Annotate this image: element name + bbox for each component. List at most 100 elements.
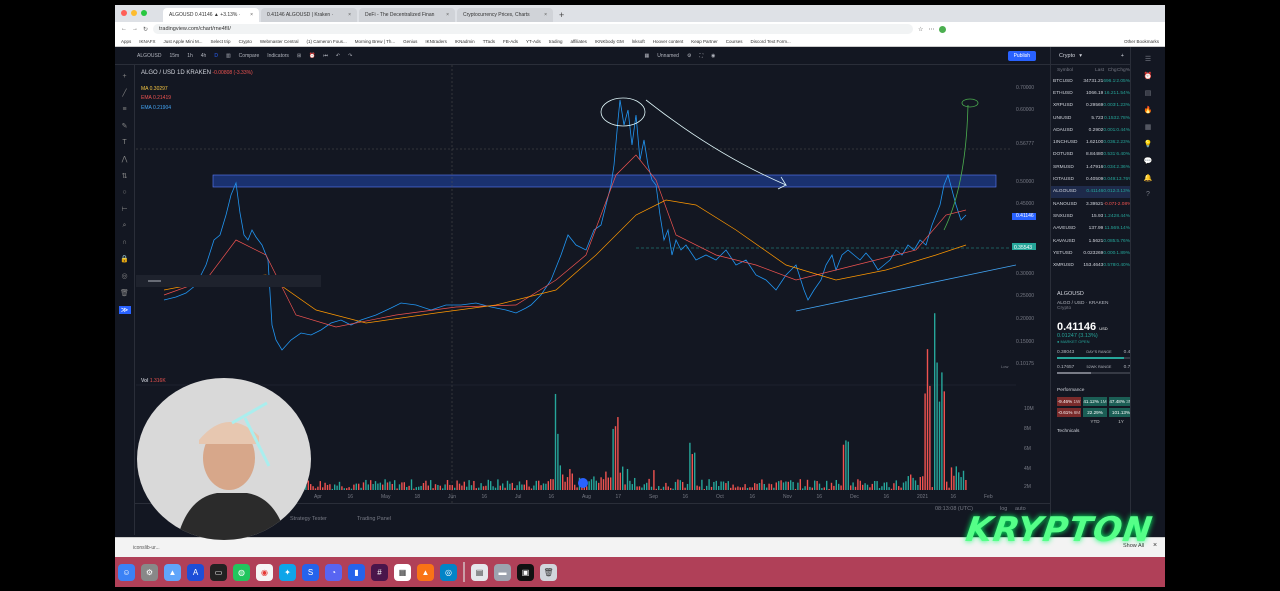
- close-tab-icon[interactable]: ×: [446, 12, 449, 18]
- bookmark-item[interactable]: Webmaster Central: [259, 38, 299, 44]
- settings-icon[interactable]: ⚙: [686, 52, 692, 59]
- annotation-circle-top[interactable]: [600, 97, 646, 127]
- download-file[interactable]: iconslib-ur...: [133, 545, 160, 551]
- discord-icon[interactable]: ◔: [325, 563, 342, 581]
- col-last[interactable]: Last: [1094, 67, 1105, 73]
- bookmark-item[interactable]: affiliates: [570, 38, 587, 44]
- watchlist-row[interactable]: SRMUSD 1.47916 0.03425 2.36%: [1051, 161, 1130, 173]
- replay-icon[interactable]: ⏮: [323, 52, 328, 59]
- bookmark-item[interactable]: YT-Ads: [525, 38, 541, 44]
- trend-line[interactable]: [795, 264, 1017, 312]
- close-tab-icon[interactable]: ×: [250, 12, 253, 18]
- data-window-icon[interactable]: ▤: [1144, 90, 1152, 97]
- preview-icon[interactable]: ▤: [471, 563, 488, 581]
- col-chgp[interactable]: Chg%: [1116, 67, 1130, 73]
- bookmark-item[interactable]: IKNKbody GM: [594, 38, 624, 44]
- undo-icon[interactable]: ↶: [335, 52, 341, 59]
- bookmark-item[interactable]: IKNtraders: [425, 38, 447, 44]
- col-chg[interactable]: Chg: [1107, 67, 1117, 73]
- prediction-icon[interactable]: ⇅: [121, 173, 128, 180]
- maximize-window-button[interactable]: [141, 10, 147, 16]
- alert-icon[interactable]: ⏰: [309, 52, 316, 59]
- extensions-icon[interactable]: ⋯: [928, 26, 935, 33]
- photos-icon[interactable]: ▲: [164, 563, 181, 581]
- chrome-icon[interactable]: ◉: [256, 563, 273, 581]
- close-icon[interactable]: ×: [1153, 542, 1158, 549]
- close-tab-icon[interactable]: ×: [348, 12, 351, 18]
- lock-icon[interactable]: 🔒: [120, 256, 129, 263]
- layout-icon[interactable]: ▦: [644, 52, 650, 59]
- calendar-app-icon[interactable]: ▦: [394, 563, 411, 581]
- camera-icon[interactable]: ◉: [710, 52, 716, 59]
- messages-icon[interactable]: ◍: [233, 563, 250, 581]
- publish-button[interactable]: Publish: [1007, 50, 1036, 61]
- col-symbol[interactable]: Symbol: [1057, 67, 1073, 73]
- watchlist-row[interactable]: IOTAUSD 0.40509 0.04936 13.76%: [1051, 173, 1130, 185]
- bookmark-item[interactable]: Morning Brew | Th...: [354, 38, 396, 44]
- profile-avatar[interactable]: [939, 25, 947, 33]
- zoom-icon[interactable]: ⌕: [122, 222, 127, 229]
- back-icon[interactable]: ←: [121, 26, 127, 32]
- watchlist-icon[interactable]: ☰: [1144, 56, 1152, 63]
- settings-app-icon[interactable]: ⚙: [141, 563, 158, 581]
- bookmark-item[interactable]: Courses: [725, 38, 743, 44]
- interval-d[interactable]: D: [214, 52, 218, 59]
- watchlist-row[interactable]: ALGOUSD 0.41146 0.01247 3.13%: [1051, 185, 1130, 198]
- bookmark-item[interactable]: Hoover content: [652, 38, 684, 44]
- bookmark-item[interactable]: trading: [548, 38, 563, 44]
- ideas-icon[interactable]: 💡: [1143, 141, 1153, 148]
- crosshair-icon[interactable]: +: [122, 73, 127, 80]
- bookmark-item[interactable]: Genius: [403, 38, 418, 44]
- annotation-arrow-down[interactable]: [645, 99, 788, 190]
- auto-toggle[interactable]: auto: [1015, 506, 1026, 512]
- watchlist-row[interactable]: AAVEUSD 137.99 11.56 9.14%: [1051, 223, 1130, 235]
- calendar-icon[interactable]: ▦: [1144, 124, 1152, 131]
- terminal-icon[interactable]: ▭: [210, 563, 227, 581]
- layout-name[interactable]: Unnamed: [657, 52, 679, 59]
- replay-play-button[interactable]: [578, 478, 588, 488]
- bookmark-item[interactable]: (1) Cameron Fous...: [306, 38, 347, 44]
- folder-icon[interactable]: ▬: [494, 563, 511, 581]
- chat-icon[interactable]: 💬: [1143, 158, 1153, 165]
- watchlist-row[interactable]: ADAUSD 0.2902 0.00125 0.44%: [1051, 124, 1130, 136]
- bookmark-star-icon[interactable]: ☆: [918, 26, 924, 33]
- notifications-icon[interactable]: 🔔: [1143, 175, 1153, 182]
- watchlist-row[interactable]: KAVAUSD 1.5621 0.0852 5.76%: [1051, 235, 1130, 247]
- watchlist-row[interactable]: YETUSD 0.023269 0.00044 1.89%: [1051, 247, 1130, 259]
- watchlist-row[interactable]: ETHUSD 1066.19 16.21 1.54%: [1051, 87, 1130, 99]
- close-tab-icon[interactable]: ×: [544, 12, 547, 18]
- tab-trading-panel[interactable]: Trading Panel: [357, 516, 392, 522]
- text-icon[interactable]: T: [122, 139, 127, 146]
- floating-drawing-toolbar[interactable]: [136, 275, 321, 287]
- alerts-icon[interactable]: ⏰: [1143, 73, 1153, 80]
- watchlist-row[interactable]: XRPUSD 0.29569 0.00359 1.23%: [1051, 100, 1130, 112]
- tab-strategy-tester[interactable]: Strategy Tester: [290, 516, 327, 522]
- show-all-button[interactable]: Show All: [1123, 543, 1145, 549]
- bookmark-item[interactable]: lnksoft: [631, 38, 645, 44]
- add-symbol-icon[interactable]: +: [1120, 52, 1124, 59]
- bookmark-item[interactable]: Just Apple Mini M...: [163, 38, 203, 44]
- slack-icon[interactable]: #: [371, 563, 388, 581]
- annotation-target-circle[interactable]: [961, 98, 979, 108]
- hotlist-icon[interactable]: 🔥: [1143, 107, 1153, 114]
- shapes-icon[interactable]: ○: [122, 189, 127, 196]
- browser-tab-2[interactable]: 0.41146 ALGOUSD | Kraken · ×: [261, 8, 357, 22]
- zoom-icon[interactable]: ◎: [440, 563, 457, 581]
- bookmark-item[interactable]: Apps: [121, 38, 132, 44]
- close-window-button[interactable]: [121, 10, 127, 16]
- app-store-icon[interactable]: A: [187, 563, 204, 581]
- annotation-projection[interactable]: [943, 104, 969, 231]
- watchlist-row[interactable]: DOTUSD 8.84480 0.53176 6.40%: [1051, 149, 1130, 161]
- pattern-icon[interactable]: ⋀: [121, 156, 128, 163]
- url-field[interactable]: tradingview.com/chart/rne4fII/: [153, 24, 914, 34]
- chevron-down-icon[interactable]: ▾: [1079, 52, 1082, 59]
- interval-4h[interactable]: 4h: [200, 52, 207, 59]
- eye-icon[interactable]: ◎: [121, 273, 128, 280]
- fullscreen-icon[interactable]: ⛶: [699, 52, 703, 59]
- bookmark-item[interactable]: TTads: [482, 38, 495, 44]
- resistance-zone[interactable]: [212, 174, 997, 188]
- safari-icon[interactable]: ✦: [279, 563, 296, 581]
- bookmark-item[interactable]: Discord Text Form...: [750, 38, 791, 44]
- trend-line-icon[interactable]: ╱: [122, 90, 127, 97]
- tradingview-icon[interactable]: ▮: [348, 563, 365, 581]
